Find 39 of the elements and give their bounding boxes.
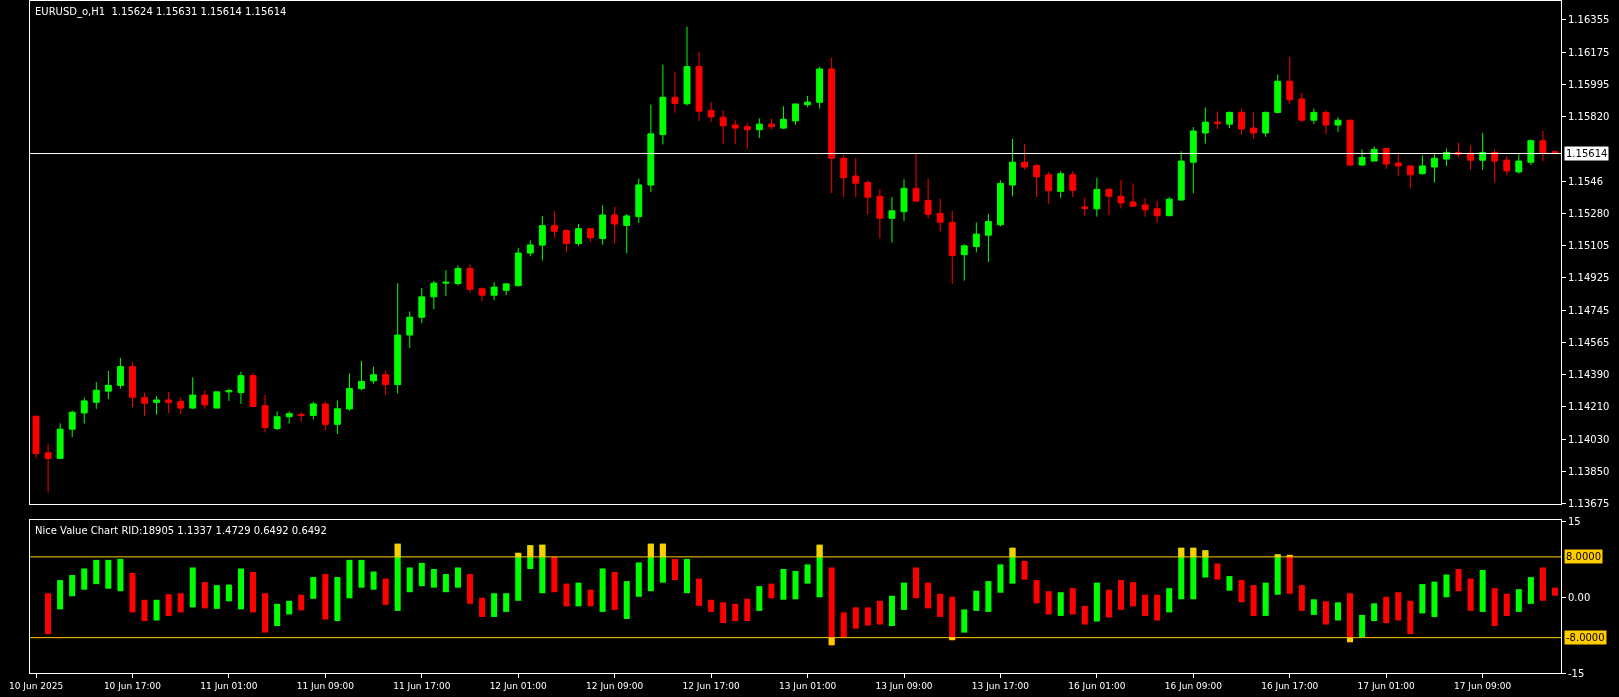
- x-tick-label: 17 Jun 09:00: [1454, 680, 1512, 691]
- y-tick-label: 1.15820: [1568, 110, 1610, 122]
- y-tick-label: 1.14925: [1568, 272, 1610, 284]
- x-tick-label: 11 Jun 01:00: [200, 680, 258, 691]
- x-tick-label: 10 Jun 17:00: [103, 680, 162, 691]
- ref-line-label: 1.15614: [1566, 148, 1608, 159]
- y-tick-label: 1.14565: [1568, 337, 1610, 349]
- x-tick-label: 11 Jun 09:00: [296, 680, 355, 691]
- y-tick-label: 1.15995: [1568, 79, 1610, 91]
- y-tick-label: 1.14030: [1568, 433, 1610, 445]
- x-tick-label: 12 Jun 09:00: [586, 680, 644, 691]
- y-tick-label: 1.14745: [1568, 304, 1610, 316]
- y-tick-label: 1.13850: [1568, 466, 1610, 478]
- x-tick-label: 13 Jun 17:00: [971, 680, 1030, 691]
- y-tick-label: -15: [1568, 667, 1585, 679]
- x-tick-label: 13 Jun 09:00: [875, 680, 933, 691]
- ref-line-label: 8.0000: [1566, 551, 1601, 562]
- x-tick-label: 11 Jun 17:00: [393, 680, 451, 691]
- y-tick-label: 1.16175: [1568, 46, 1610, 58]
- x-tick-label: 16 Jun 17:00: [1261, 680, 1319, 691]
- text: EURUSD_o,H1 1.15624 1.15631 1.15614 1.15614: [35, 6, 287, 18]
- x-tick-label: 13 Jun 01:00: [778, 680, 837, 691]
- y-tick-label: 1.14390: [1568, 368, 1610, 380]
- x-tick-label: 17 Jun 01:00: [1357, 680, 1416, 691]
- y-tick-label: 1.14210: [1568, 401, 1610, 413]
- y-tick-label: 1.13675: [1568, 497, 1610, 509]
- y-tick-label: 1.1546: [1568, 175, 1603, 187]
- ref-line-label: -8.0000: [1566, 632, 1605, 643]
- y-tick-label: 1.15105: [1568, 239, 1610, 251]
- y-tick-label: 1.15280: [1568, 208, 1610, 220]
- x-tick-label: 12 Jun 17:00: [682, 680, 740, 691]
- x-tick-label: 16 Jun 09:00: [1164, 680, 1223, 691]
- text: Nice Value Chart RID:18905 1.1337 1.4729 0.6492 0.6492: [35, 525, 327, 536]
- x-tick-label: 12 Jun 01:00: [489, 680, 548, 691]
- x-tick-label: 10 Jun 2025: [8, 680, 64, 691]
- y-tick-label: 15: [1568, 516, 1581, 528]
- y-tick-label: 0.00: [1568, 591, 1591, 603]
- x-tick-label: 16 Jun 01:00: [1068, 680, 1126, 691]
- y-tick-label: 1.16355: [1568, 14, 1610, 26]
